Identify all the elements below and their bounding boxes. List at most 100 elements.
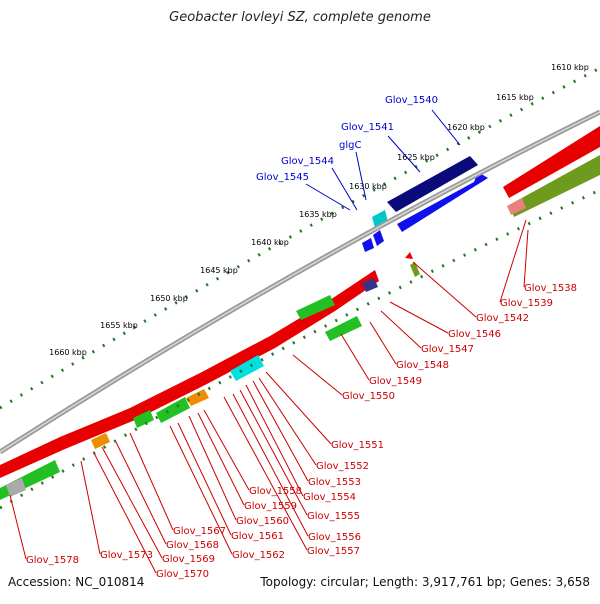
gene-glov1546-feature[interactable] [410,262,420,277]
gene-label[interactable]: Glov_1569 [162,554,215,565]
gene-label[interactable]: Glov_1561 [231,531,284,542]
gene-label-leader [177,422,232,536]
gene-label-leader [80,460,101,555]
gene-label-leader [369,321,397,365]
gene-glov1539-feature[interactable] [507,198,526,215]
gene-label-leader [203,409,250,491]
gene-label-leader [232,393,309,537]
gene-label[interactable]: Glov_1562 [232,550,285,561]
gene-label-leader [387,135,421,173]
gene-label-leader [331,167,358,211]
gene-label-leader [223,396,308,551]
tick-label: 1655 kbp [100,321,138,330]
gene-label[interactable]: Glov_1546 [448,329,501,340]
inner-dotted-track [0,188,600,510]
gene-label-leader [245,384,304,497]
gene-label[interactable]: Glov_1539 [500,298,553,309]
gene-features [0,126,600,500]
gene-label-leader [129,432,174,531]
gene-label-leader [252,380,309,482]
gene-glov1556-feature[interactable] [156,397,190,423]
tick-label: 1660 kbp [49,348,87,357]
gene-glov1547-feature[interactable] [325,316,362,341]
gene-label-leader [265,371,332,445]
gene-label-leader [431,109,461,146]
gene-glov1567-feature[interactable] [133,410,154,428]
gene-label[interactable]: Glov_1553 [308,477,361,488]
tick-label: 1620 kbp [447,123,485,132]
gene-label[interactable]: Glov_1549 [369,376,422,387]
gene-label[interactable]: Glov_1550 [342,391,395,402]
tick-label: 1640 kbp [251,238,289,247]
gene-label[interactable]: Glov_1557 [307,546,360,557]
tick-labels: 1610 kbp 1615 kbp 1620 kbp 1625 kbp 1630 kbp… [49,63,589,357]
gene-label[interactable]: Glov_1578 [26,555,79,566]
gene-glov1544-feature[interactable] [373,230,384,246]
gene-glov1550-feature[interactable] [230,355,264,381]
gene-label[interactable]: Glov_1540 [385,95,438,106]
gene-label[interactable]: Glov_1555 [307,511,360,522]
map-title: Geobacter lovleyi SZ, complete genome [169,10,431,25]
gene-label-leader [115,441,167,545]
gene-label-leader [389,301,449,334]
gene-label-leader [9,494,27,560]
gene-band-red-feature [0,270,379,478]
gene-glov1540-feature[interactable] [387,156,478,212]
gene-label[interactable]: Glov_1551 [331,440,384,451]
gene-glov1545-feature[interactable] [362,238,374,252]
gene-label-leader [188,415,237,521]
gene-label[interactable]: Glov_1558 [249,486,302,497]
outer-dotted-track [0,66,600,410]
gene-glov1538-feature[interactable] [509,155,600,217]
gene-glov1548-feature[interactable] [296,295,335,320]
gene-label-leader [101,446,163,559]
gene-label-leader [355,151,367,201]
gene-glov1578-feature[interactable] [6,478,26,497]
genome-summary: Topology: circular; Length: 3,917,761 bp… [260,575,590,589]
gene-label[interactable]: Glov_1544 [281,156,334,167]
tick-label: 1630 kbp [349,182,387,191]
gene-label[interactable]: Glov_1559 [244,501,297,512]
gene-label[interactable]: Glov_1560 [236,516,289,527]
gene-label[interactable]: Glov_1547 [421,344,474,355]
gene-label-leader [340,333,370,381]
tick-label: 1635 kbp [299,210,337,219]
gene-glov1568-feature[interactable] [91,433,110,449]
gene-label-leader [523,229,529,288]
gene-label[interactable]: Glov_1548 [396,360,449,371]
gene-glov1542-feature[interactable] [405,252,413,259]
gene-label[interactable]: Glov_1554 [303,492,356,503]
gene-label[interactable]: Glov_1542 [476,313,529,324]
gene-cluster-upper-right-feature [503,126,600,198]
gene-label[interactable]: Glov_1541 [341,122,394,133]
tick-label: 1610 kbp [551,63,589,72]
tick-label: 1625 kbp [397,153,435,162]
top-strand-labels: Glov_1540 Glov_1541 glgC Glov_1544 Glov_1545 [256,95,461,211]
tick-label: 1645 kbp [200,266,238,275]
tick-label: 1650 kbp [150,294,188,303]
gene-label[interactable]: Glov_1538 [524,283,577,294]
gene-label[interactable]: Glov_1556 [308,532,361,543]
gene-label[interactable]: Glov_1552 [316,461,369,472]
gene-label-leader [169,425,233,555]
gene-label[interactable]: Glov_1567 [173,526,226,537]
gene-label[interactable]: glgC [339,140,361,151]
gene-glov1559-feature[interactable] [186,389,209,406]
gene-label-leader [412,261,477,318]
gene-label[interactable]: Glov_1570 [156,569,209,580]
gene-label[interactable]: Glov_1568 [166,540,219,551]
gene-label-leader [292,354,343,396]
gene-glov1541-feature[interactable] [397,172,488,232]
tick-label: 1615 kbp [496,93,534,102]
gene-label-leader [258,377,317,466]
gene-label[interactable]: Glov_1545 [256,172,309,183]
gene-label-leader [499,219,527,303]
gene-label-leader [380,310,422,349]
bottom-strand-labels: Glov_1538 Glov_1539 Glov_1542 Glov_1546 Glov… [9,219,577,580]
gene-label-leader [93,452,157,574]
gene-label-leader [239,389,308,516]
gene-label[interactable]: Glov_1573 [100,550,153,561]
gene-glov1549-feature[interactable] [362,278,378,292]
